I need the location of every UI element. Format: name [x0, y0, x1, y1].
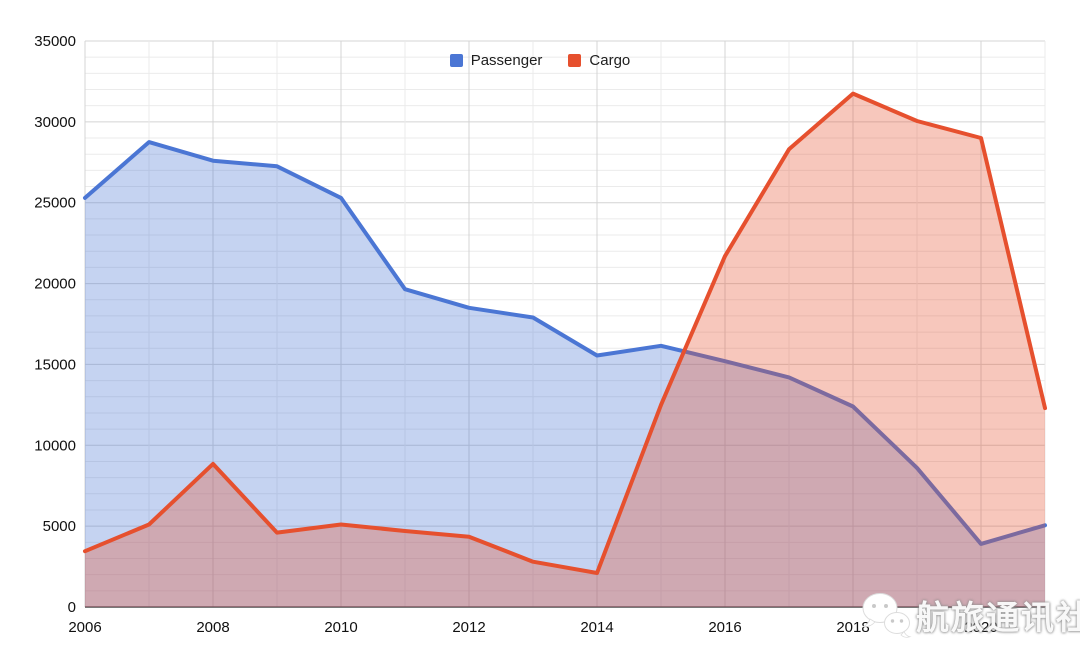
chart-legend: Passenger Cargo	[0, 52, 1080, 69]
passenger-area[interactable]	[85, 142, 1045, 607]
x-tick-label: 2014	[580, 619, 613, 636]
x-tick-label: 2016	[708, 619, 741, 636]
y-tick-label: 0	[68, 599, 76, 616]
x-tick-label: 2020	[964, 619, 997, 636]
legend-swatch-cargo	[568, 54, 582, 67]
x-tick-label: 2010	[324, 619, 357, 636]
passenger-line[interactable]	[83, 140, 1047, 546]
y-tick-label: 35000	[34, 33, 76, 50]
x-tick-label: 2018	[836, 619, 869, 636]
legend-label-cargo: Cargo	[589, 52, 631, 69]
legend-item-passenger[interactable]: Passenger	[449, 52, 543, 69]
legend-swatch-passenger	[449, 54, 463, 67]
cargo-line[interactable]	[83, 91, 1047, 575]
x-tick-label: 2012	[452, 619, 485, 636]
legend-label-passenger: Passenger	[470, 52, 543, 69]
y-tick-label: 20000	[34, 276, 76, 293]
y-tick-label: 25000	[34, 195, 76, 212]
y-tick-label: 15000	[34, 356, 76, 373]
x-tick-label: 2006	[68, 619, 101, 636]
cargo-area[interactable]	[85, 93, 1045, 608]
y-tick-label: 30000	[34, 114, 76, 131]
y-tick-label: 5000	[43, 518, 76, 535]
legend-item-cargo[interactable]: Cargo	[568, 52, 630, 69]
y-tick-label: 10000	[34, 437, 76, 454]
x-tick-label: 2008	[196, 619, 229, 636]
